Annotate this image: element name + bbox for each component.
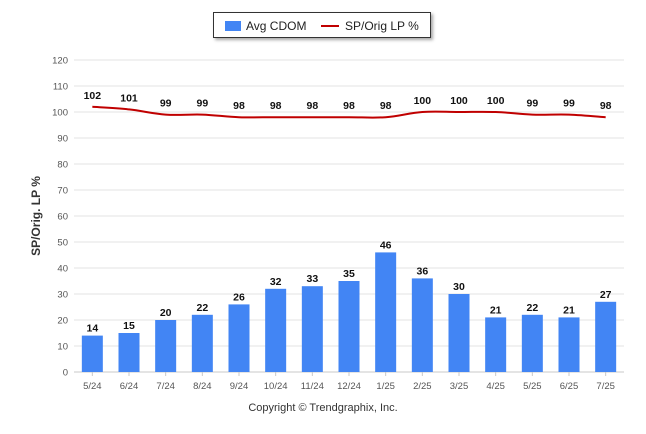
bar — [301, 286, 323, 372]
legend-label-sp-orig-lp: SP/Orig LP % — [345, 19, 419, 33]
legend-label-avg-cdom: Avg CDOM — [246, 19, 307, 33]
line-value-label: 99 — [160, 98, 172, 110]
bar-value-label: 21 — [563, 304, 575, 316]
x-tick-label: 11/24 — [301, 381, 324, 392]
y-tick-label: 60 — [57, 212, 68, 223]
bar — [411, 278, 433, 372]
bar-value-label: 27 — [600, 289, 612, 301]
bar-value-label: 14 — [86, 323, 98, 335]
line-value-label: 102 — [84, 90, 102, 102]
bar — [191, 314, 213, 372]
legend-item-avg-cdom[interactable]: Avg CDOM — [225, 19, 306, 33]
chart-legend: Avg CDOM SP/Orig LP % — [213, 12, 431, 38]
y-tick-label: 90 — [57, 134, 68, 145]
line-value-label: 99 — [563, 98, 575, 110]
y-tick-label: 50 — [57, 238, 68, 249]
bar-value-label: 15 — [123, 320, 135, 332]
x-tick-label: 8/24 — [193, 381, 212, 392]
x-tick-label: 9/24 — [230, 381, 249, 392]
bar-value-label: 46 — [380, 239, 392, 251]
y-tick-label: 70 — [57, 186, 68, 197]
x-tick-label: 7/24 — [156, 381, 175, 392]
line-value-label: 98 — [306, 100, 318, 112]
x-tick-label: 7/25 — [596, 381, 615, 392]
line-value-label: 100 — [414, 95, 432, 107]
y-tick-label: 80 — [57, 160, 68, 171]
legend-swatch-bar — [225, 21, 241, 31]
legend-swatch-line — [321, 25, 339, 27]
bar-value-label: 35 — [343, 268, 355, 280]
y-tick-label: 0 — [63, 368, 68, 379]
copyright-footer: Copyright © Trendgraphix, Inc. — [248, 402, 398, 414]
line-value-label: 100 — [450, 95, 468, 107]
line-value-label: 98 — [270, 100, 282, 112]
bar-value-label: 32 — [270, 276, 282, 288]
bar-value-label: 26 — [233, 291, 245, 303]
x-tick-label: 1/25 — [376, 381, 395, 392]
bar — [228, 304, 250, 372]
line-value-label: 98 — [380, 100, 392, 112]
x-tick-label: 5/24 — [83, 381, 102, 392]
bar-value-label: 20 — [160, 307, 172, 319]
x-tick-label: 6/24 — [120, 381, 139, 392]
line-value-label: 99 — [526, 98, 538, 110]
y-tick-label: 110 — [53, 82, 68, 93]
y-tick-label: 40 — [57, 264, 68, 275]
bar — [375, 252, 397, 372]
y-tick-label: 30 — [57, 290, 68, 301]
bar — [595, 301, 617, 372]
series-line-sp-orig-lp — [92, 105, 606, 119]
y-tick-label: 100 — [52, 108, 68, 119]
line-value-label: 98 — [233, 100, 245, 112]
bar-value-label: 30 — [453, 281, 465, 293]
line-value-label: 101 — [120, 92, 138, 104]
bar — [448, 294, 470, 372]
bar — [118, 333, 140, 372]
y-tick-label: 120 — [52, 56, 68, 67]
bar — [521, 314, 543, 372]
x-tick-label: 4/25 — [486, 381, 505, 392]
bar — [265, 288, 287, 372]
bar — [81, 335, 103, 372]
legend-item-sp-orig-lp[interactable]: SP/Orig LP % — [321, 19, 419, 33]
bar-value-label: 33 — [306, 273, 318, 285]
bar-value-label: 22 — [526, 302, 538, 314]
x-tick-label: 10/24 — [264, 381, 288, 392]
line-value-label: 99 — [196, 98, 208, 110]
x-tick-label: 6/25 — [560, 381, 579, 392]
bar-value-label: 21 — [490, 304, 502, 316]
x-tick-label: 3/25 — [450, 381, 469, 392]
y-axis-title: SP/Orig. LP % — [29, 176, 43, 256]
y-tick-label: 20 — [57, 316, 68, 327]
line-value-label: 98 — [343, 100, 355, 112]
y-tick-label: 10 — [57, 342, 68, 353]
bar — [338, 281, 360, 372]
bar — [155, 320, 177, 372]
line-value-label: 100 — [487, 95, 505, 107]
bar-value-label: 22 — [196, 302, 208, 314]
bar — [485, 317, 507, 372]
bar-value-label: 36 — [416, 265, 428, 277]
x-tick-label: 2/25 — [413, 381, 432, 392]
bar — [558, 317, 580, 372]
line-value-label: 98 — [600, 100, 612, 112]
x-tick-label: 5/25 — [523, 381, 542, 392]
x-tick-label: 12/24 — [337, 381, 361, 392]
